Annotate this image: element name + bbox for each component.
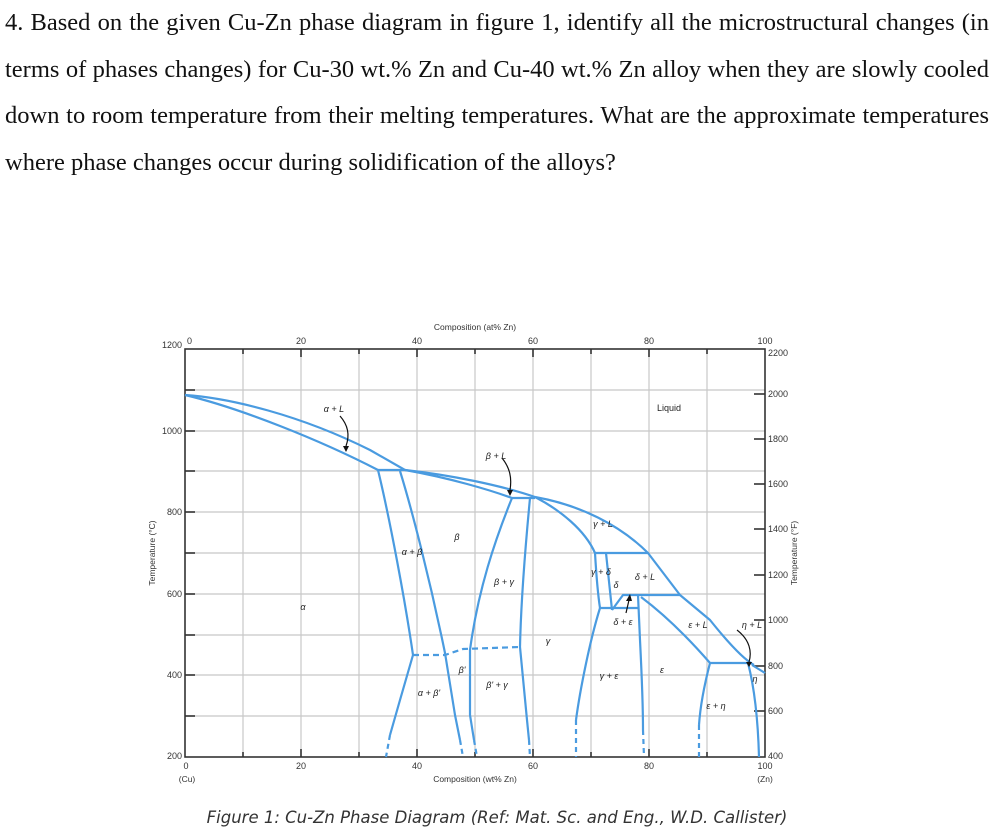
x2-tick-40: 40 (412, 336, 422, 346)
y-tick-1000: 1000 (162, 426, 182, 436)
label-beta-prime-gamma: β' + γ (485, 680, 508, 690)
x-tick-80: 80 (644, 761, 654, 771)
y2-tick-400: 400 (768, 751, 783, 761)
y2-tick-1600: 1600 (768, 479, 788, 489)
y-tick-400: 400 (167, 670, 182, 680)
y-tick-600: 600 (167, 589, 182, 599)
label-eps: ε (660, 665, 665, 675)
label-beta-prime: β' (458, 665, 466, 675)
y2-tick-2000: 2000 (768, 389, 788, 399)
y-tick-1200: 1200 (162, 340, 182, 350)
label-delta-l: δ + L (635, 572, 655, 582)
label-alpha-beta-prime: α + β' (418, 688, 441, 698)
label-beta-l: β + L (485, 451, 506, 461)
x2-tick-80: 80 (644, 336, 654, 346)
top-axis-title: Composition (at% Zn) (434, 322, 516, 332)
cu-end-label: (Cu) (179, 774, 196, 784)
phase-labels: Liquid α + L β + L α α + β β β + γ γ γ +… (300, 403, 762, 711)
label-eta-l: η + L (742, 620, 762, 630)
question-text: 4. Based on the given Cu-Zn phase diagra… (5, 9, 989, 176)
y2-tick-2200: 2200 (768, 348, 788, 358)
left-axis-title: Temperature (°C) (147, 520, 157, 585)
label-alpha: α (300, 602, 306, 612)
label-gamma-l: γ + L (593, 519, 613, 529)
label-eta: η (753, 674, 758, 684)
label-delta: δ (613, 580, 619, 590)
x-tick-20: 20 (296, 761, 306, 771)
y2-tick-1200: 1200 (768, 570, 788, 580)
label-gamma: γ (546, 636, 551, 646)
label-eps-l: ε + L (688, 620, 707, 630)
x-tick-60: 60 (528, 761, 538, 771)
phase-boundaries (184, 393, 766, 758)
label-eps-eta: ε + η (706, 701, 725, 711)
y-tick-800: 800 (167, 507, 182, 517)
x-tick-40: 40 (412, 761, 422, 771)
y2-tick-600: 600 (768, 706, 783, 716)
gridlines (185, 349, 765, 757)
y-tick-200: 200 (167, 751, 182, 761)
phase-diagram-figure: 1200 1000 800 600 400 200 0 20 40 60 80 … (0, 300, 994, 800)
x2-tick-20: 20 (296, 336, 306, 346)
label-gamma-eps: γ + ε (600, 671, 620, 681)
label-arrows (339, 415, 751, 663)
y2-tick-800: 800 (768, 661, 783, 671)
label-beta: β (453, 532, 459, 542)
label-gamma-delta: γ + δ (591, 567, 612, 577)
bottom-axis-title: Composition (wt% Zn) (433, 774, 517, 784)
x2-tick-100: 100 (757, 336, 772, 346)
label-beta-gamma: β + γ (493, 577, 514, 587)
right-axis-title: Temperature (°F) (789, 521, 799, 586)
y2-tick-1800: 1800 (768, 434, 788, 444)
label-liquid: Liquid (657, 403, 681, 413)
zn-end-label: (Zn) (757, 774, 773, 784)
x-tick-0: 0 (183, 761, 188, 771)
x2-tick-0: 0 (187, 336, 192, 346)
x2-tick-60: 60 (528, 336, 538, 346)
label-delta-eps: δ + ε (613, 617, 633, 627)
y2-tick-1000: 1000 (768, 615, 788, 625)
x-tick-100: 100 (757, 761, 772, 771)
label-alpha-beta: α + β (402, 547, 423, 557)
label-alpha-l: α + L (324, 404, 344, 414)
phase-diagram-chart: 1200 1000 800 600 400 200 0 20 40 60 80 … (147, 322, 799, 784)
y2-tick-1400: 1400 (768, 524, 788, 534)
figure-caption: Figure 1: Cu-Zn Phase Diagram (Ref: Mat.… (206, 808, 788, 827)
